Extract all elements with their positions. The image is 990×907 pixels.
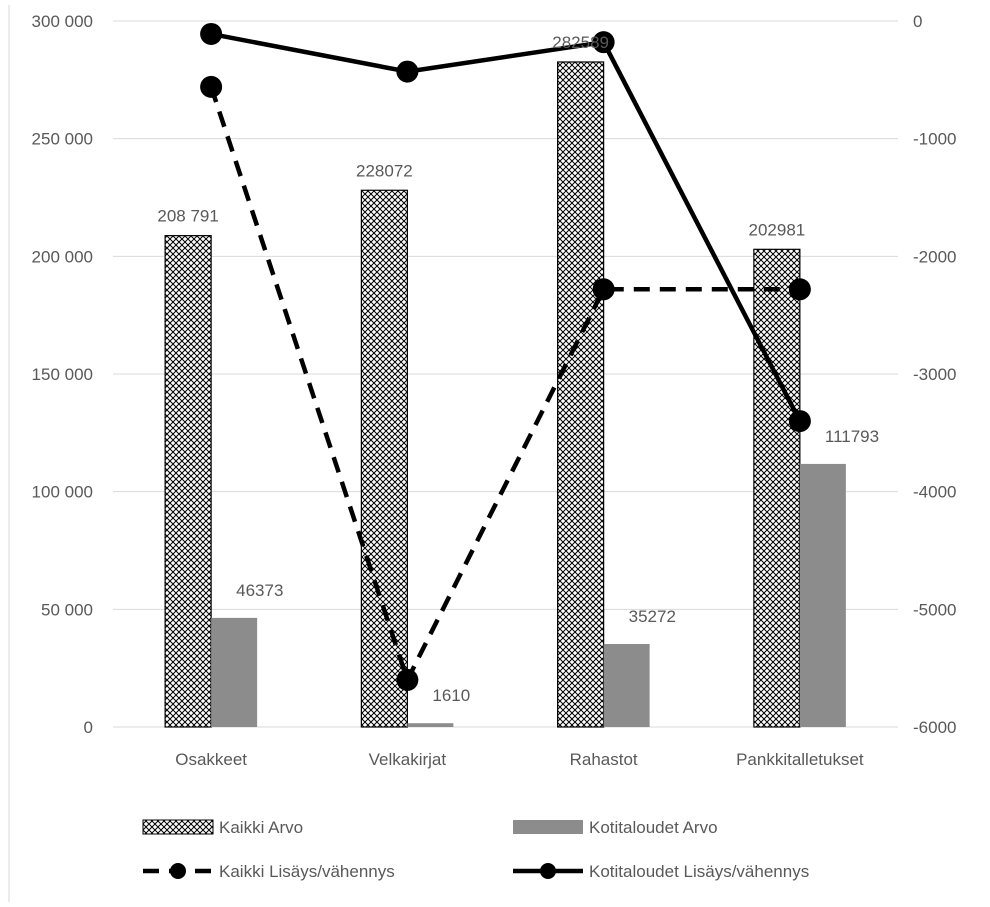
right-tick-label: -6000	[913, 718, 956, 737]
legend-label: Kaikki Lisäys/vähennys	[219, 862, 395, 881]
legend-swatch	[513, 820, 583, 834]
legend-marker	[540, 863, 556, 879]
right-tick-label: -5000	[913, 600, 956, 619]
legend-label: Kotitaloudet Lisäys/vähennys	[589, 862, 809, 881]
line-kaikki-lisays	[208, 86, 800, 683]
bar-kotitaloudet-arvo	[211, 617, 258, 727]
bar-kotitaloudet-arvo	[407, 723, 454, 727]
left-tick-label: 150 000	[32, 365, 93, 384]
left-tick-label: 50 000	[41, 600, 93, 619]
right-tick-label: -4000	[913, 483, 956, 502]
category-label: Rahastot	[570, 750, 638, 769]
marker-kaikki-lisays	[200, 75, 223, 98]
bar-kotitaloudet-arvo	[603, 643, 650, 727]
marker-kaikki-lisays	[592, 278, 615, 301]
legend-marker	[170, 863, 186, 879]
left-tick-label: 200 000	[32, 247, 93, 266]
left-tick-label: 0	[84, 718, 93, 737]
data-label-kotitaloudet-arvo: 35272	[629, 607, 676, 626]
right-tick-label: -3000	[913, 365, 956, 384]
chart-frame: 0 50 000 100 000 150 000 200 000 250 000 300 0…	[8, 5, 990, 902]
data-label-kotitaloudet-arvo: 1610	[432, 686, 470, 705]
left-axis-ticks: 0 50 000 100 000 150 000 200 000 250 000 300 0…	[32, 12, 93, 737]
line-kotitaloudet-lisays	[210, 31, 802, 423]
right-tick-label: 0	[913, 12, 922, 31]
bars	[164, 61, 846, 728]
bar-kaikki-arvo	[557, 61, 605, 728]
category-labels: Osakkeet Velkakirjat Rahastot Pankkitalletu…	[175, 750, 864, 769]
category-label: Osakkeet	[175, 750, 247, 769]
left-tick-label: 250 000	[32, 130, 93, 149]
data-labels: 208 791 228072 282589 202981 46373 1610 35272 1…	[157, 33, 879, 705]
legend-swatch	[142, 819, 214, 835]
legend-label: Kaikki Arvo	[219, 818, 303, 837]
lines	[200, 22, 811, 691]
bar-kaikki-arvo	[753, 248, 801, 728]
legend-label: Kotitaloudet Arvo	[589, 818, 718, 837]
marker-kotitaloudet-lisays	[788, 410, 811, 433]
category-label: Pankkitalletukset	[736, 750, 864, 769]
bar-kaikki-arvo	[360, 189, 408, 728]
legend: Kaikki Arvo Kotitaloudet Arvo Kaikki Lisäy…	[142, 818, 809, 881]
marker-kotitaloudet-lisays	[200, 22, 223, 45]
right-tick-label: -1000	[913, 130, 956, 149]
bar-kotitaloudet-arvo	[799, 463, 846, 727]
data-label-kaikki-arvo: 202981	[749, 220, 806, 239]
data-label-kaikki-arvo: 208 791	[157, 207, 218, 226]
chart-svg: 0 50 000 100 000 150 000 200 000 250 000 300 0…	[8, 5, 956, 902]
data-label-kaikki-arvo: 228072	[356, 161, 413, 180]
right-axis-ticks: -6000 -5000 -4000 -3000 -2000 -1000 0	[913, 12, 956, 737]
data-label-kaikki-arvo: 282589	[552, 33, 609, 52]
data-label-kotitaloudet-arvo: 46373	[236, 581, 283, 600]
left-tick-label: 300 000	[32, 12, 93, 31]
left-tick-label: 100 000	[32, 483, 93, 502]
right-tick-label: -2000	[913, 247, 956, 266]
data-label-kotitaloudet-arvo: 111793	[825, 427, 879, 446]
marker-kaikki-lisays	[396, 668, 419, 691]
category-label: Velkakirjat	[369, 750, 447, 769]
marker-kaikki-lisays	[788, 278, 811, 301]
marker-kotitaloudet-lisays	[592, 31, 615, 54]
bar-kaikki-arvo	[164, 235, 212, 728]
marker-kotitaloudet-lisays	[396, 60, 419, 83]
